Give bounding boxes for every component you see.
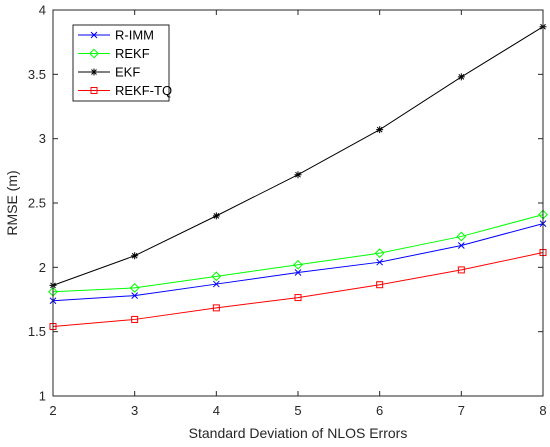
point-ekf-4 <box>376 126 384 134</box>
legend-box <box>72 24 170 102</box>
point-rekf-5 <box>456 231 467 242</box>
point-rekf-tq-4 <box>376 281 384 289</box>
point-r-imm-3 <box>294 269 302 276</box>
legend-item-rekf: REKF <box>78 46 150 61</box>
series-layer <box>48 23 548 331</box>
point-ekf-1 <box>131 252 139 260</box>
legend-label: EKF <box>115 65 140 80</box>
point-r-imm-1 <box>131 292 139 299</box>
point-ekf-5 <box>457 73 465 81</box>
legend-label: R-IMM <box>115 28 154 43</box>
y-tick-label: 4 <box>39 3 46 18</box>
legend: R-IMM REKF EKF REKF-TQ <box>72 24 172 102</box>
y-axis-title: RMSE (m) <box>4 170 20 235</box>
point-rekf-tq-3 <box>294 294 302 302</box>
legend-marker-ekf <box>90 68 98 76</box>
legend-item-r-imm: R-IMM <box>78 28 154 43</box>
point-rekf-tq-2 <box>212 304 220 312</box>
series-line-rekf <box>52 214 544 293</box>
point-rekf-1 <box>129 283 140 293</box>
legend-item-ekf: EKF <box>78 65 140 80</box>
point-ekf-3 <box>294 171 302 179</box>
x-tick-label: 4 <box>213 403 220 418</box>
legend-label: REKF-TQ <box>115 83 172 98</box>
legend-marker-rekf <box>89 48 99 59</box>
series-rekf-tq <box>49 249 547 331</box>
point-rekf-tq-1 <box>131 315 139 323</box>
point-rekf-4 <box>374 248 385 259</box>
legend-item-rekf-tq: REKF-TQ <box>78 83 172 98</box>
x-tick-label: 7 <box>458 403 465 418</box>
legend-label: REKF <box>115 46 150 61</box>
y-tick-label: 2.5 <box>28 196 46 211</box>
point-rekf-tq-5 <box>457 266 465 274</box>
legend-marker-rekf-tq <box>90 87 98 94</box>
series-ekf <box>49 23 547 289</box>
series-line-rekf-tq <box>52 252 544 328</box>
point-r-imm-2 <box>212 280 220 288</box>
y-tick-label: 3.5 <box>28 67 46 82</box>
x-tick-label: 3 <box>131 403 138 418</box>
x-tick-label: 2 <box>49 403 56 418</box>
y-tick-label: 1 <box>39 389 46 404</box>
point-r-imm-5 <box>457 242 465 249</box>
point-rekf-3 <box>293 259 303 270</box>
x-tick-label: 6 <box>376 403 383 418</box>
x-tick-label: 5 <box>294 403 301 418</box>
x-axis-title: Standard Deviation of NLOS Errors <box>189 425 408 441</box>
legend-marker-r-imm <box>90 31 98 39</box>
y-tick-label: 2 <box>39 260 46 275</box>
y-tick-label: 3 <box>39 131 46 146</box>
y-tick-label: 1.5 <box>28 324 46 339</box>
x-tick-label: 8 <box>539 403 546 418</box>
y-axis: 1 1.5 2 2.5 3 3.5 4 <box>28 3 543 404</box>
point-rekf-2 <box>211 271 222 282</box>
series-rekf <box>48 209 548 297</box>
point-ekf-2 <box>212 212 220 220</box>
point-r-imm-4 <box>376 258 384 266</box>
x-axis: 2 3 4 5 6 7 8 <box>49 10 547 418</box>
